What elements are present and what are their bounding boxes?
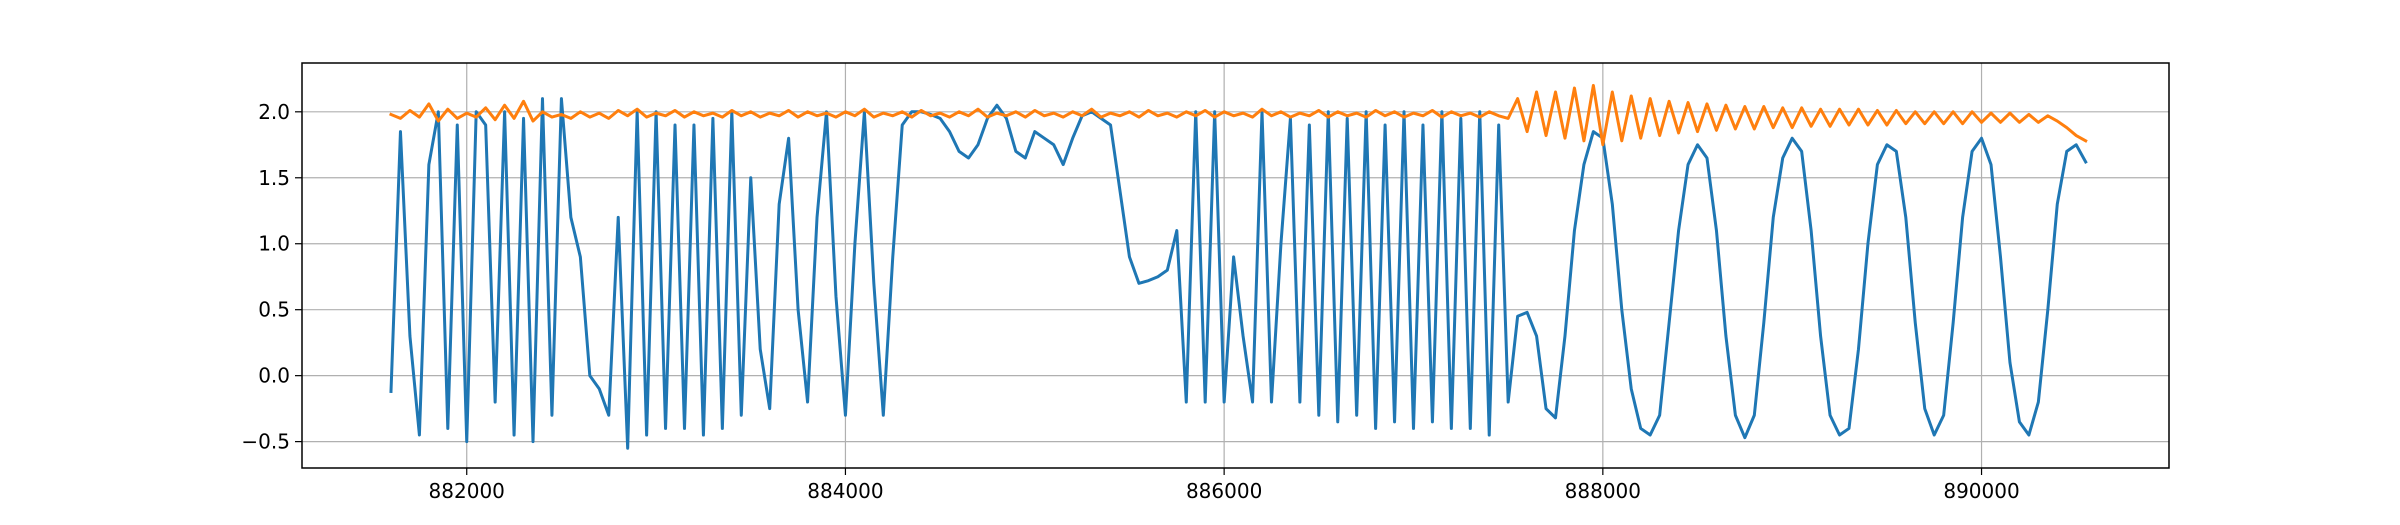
y-tick-label: 1.0 — [258, 232, 290, 256]
y-tick-label: 1.5 — [258, 166, 290, 190]
y-tick-label: 0.0 — [258, 364, 290, 388]
ticks: 882000 884000 886000 888000 890000 −0.5 0.0 0.5… — [241, 100, 2019, 503]
y-tick-label: −0.5 — [241, 430, 290, 454]
axes-frame — [301, 62, 2170, 469]
series-line — [389, 83, 2088, 147]
x-tick-label: 890000 — [1943, 479, 2019, 503]
x-tick-label: 886000 — [1186, 479, 1262, 503]
y-tick-label: 0.5 — [258, 298, 290, 322]
grid — [302, 63, 2169, 468]
x-tick-label: 884000 — [807, 479, 883, 503]
x-tick-label: 888000 — [1565, 479, 1641, 503]
y-tick-label: 2.0 — [258, 100, 290, 124]
series-line — [389, 97, 2088, 450]
plot-area — [389, 83, 2088, 450]
x-tick-label: 882000 — [429, 479, 505, 503]
